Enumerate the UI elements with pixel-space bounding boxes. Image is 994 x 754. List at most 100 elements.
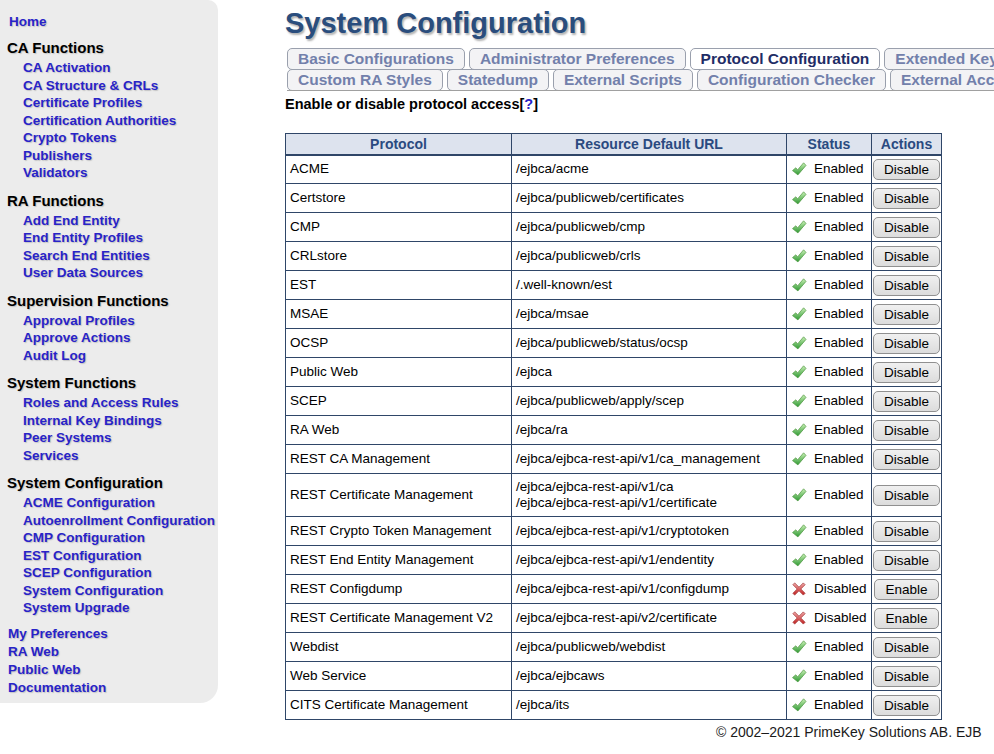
actions-cell: Disable [872, 213, 942, 242]
sidebar-item-peer-systems[interactable]: Peer Systems [23, 429, 218, 447]
sidebar-item-ca-activation[interactable]: CA Activation [23, 59, 218, 77]
sidebar-item-search-end-entities[interactable]: Search End Entities [23, 247, 218, 265]
sidebar-item-add-end-entity[interactable]: Add End Entity [23, 212, 218, 230]
section-heading: Enable or disable protocol access[?] [285, 96, 538, 112]
status-label: Enabled [814, 639, 864, 655]
disable-protocol-button[interactable]: Disable [873, 521, 940, 542]
sidebar-item-documentation[interactable]: Documentation [8, 679, 218, 697]
resource-url-cell: /ejbca/acme [512, 155, 787, 184]
sidebar-item-internal-key-bindings[interactable]: Internal Key Bindings [23, 412, 218, 430]
sidebar-item-est-configuration[interactable]: EST Configuration [23, 547, 218, 565]
sidebar-item-certificate-profiles[interactable]: Certificate Profiles [23, 94, 218, 112]
disable-protocol-button[interactable]: Disable [873, 420, 940, 441]
status-cell: Enabled [787, 155, 872, 184]
sidebar-item-autoenrollment-configuration[interactable]: Autoenrollment Configuration [23, 512, 218, 530]
sidebar-item-end-entity-profiles[interactable]: End Entity Profiles [23, 229, 218, 247]
sidebar-item-ra-web[interactable]: RA Web [8, 643, 218, 661]
disable-protocol-button[interactable]: Disable [873, 637, 940, 658]
status-enabled-check-icon [791, 248, 807, 264]
sidebar-item-services[interactable]: Services [23, 447, 218, 465]
tab-external-scripts[interactable]: External Scripts [553, 69, 693, 91]
copyright-footer: © 2002–2021 PrimeKey Solutions AB. EJB [716, 724, 982, 740]
tab-statedump[interactable]: Statedump [447, 69, 549, 91]
sidebar-item-user-data-sources[interactable]: User Data Sources [23, 264, 218, 282]
actions-cell: Disable [872, 358, 942, 387]
disable-protocol-button[interactable]: Disable [873, 666, 940, 687]
sidebar-item-system-configuration[interactable]: System Configuration [23, 582, 218, 600]
protocol-name-cell: ACME [286, 155, 512, 184]
protocol-name-cell: REST Configdump [286, 575, 512, 604]
sidebar-item-ca-structure-crls[interactable]: CA Structure & CRLs [23, 77, 218, 95]
tab-custom-ra-styles[interactable]: Custom RA Styles [287, 69, 443, 91]
sidebar-item-validators[interactable]: Validators [23, 164, 218, 182]
status-enabled-check-icon [791, 161, 807, 177]
sidebar-section-system-configuration: System Configuration [7, 474, 218, 491]
actions-cell: Enable [872, 604, 942, 633]
enable-protocol-button[interactable]: Enable [874, 608, 938, 629]
protocol-name-cell: REST Crypto Token Management [286, 517, 512, 546]
table-row: REST End Entity Management/ejbca/ejbca-r… [286, 546, 942, 575]
table-row: CITS Certificate Management/ejbca/itsEna… [286, 691, 942, 720]
tab-configuration-checker[interactable]: Configuration Checker [697, 69, 886, 91]
sidebar-item-system-upgrade[interactable]: System Upgrade [23, 599, 218, 617]
actions-cell: Disable [872, 517, 942, 546]
tab-row-2: Custom RA StylesStatedumpExternal Script… [287, 69, 994, 91]
sidebar-item-acme-configuration[interactable]: ACME Configuration [23, 494, 218, 512]
protocol-name-cell: CITS Certificate Management [286, 691, 512, 720]
help-link[interactable]: ? [524, 96, 533, 112]
disable-protocol-button[interactable]: Disable [873, 550, 940, 571]
resource-url-cell: /.well-known/est [512, 271, 787, 300]
sidebar-item-publishers[interactable]: Publishers [23, 147, 218, 165]
status-label: Enabled [814, 364, 864, 380]
resource-url-cell: /ejbca/msae [512, 300, 787, 329]
status-label: Enabled [814, 523, 864, 539]
status-enabled-check-icon [791, 306, 807, 322]
sidebar-item-approval-profiles[interactable]: Approval Profiles [23, 312, 218, 330]
sidebar-item-crypto-tokens[interactable]: Crypto Tokens [23, 129, 218, 147]
column-header-protocol: Protocol [286, 134, 512, 155]
sidebar-item-roles-and-access-rules[interactable]: Roles and Access Rules [23, 394, 218, 412]
table-header-row: ProtocolResource Default URLStatusAction… [286, 134, 942, 155]
sidebar-item-audit-log[interactable]: Audit Log [23, 347, 218, 365]
disable-protocol-button[interactable]: Disable [873, 275, 940, 296]
actions-cell: Disable [872, 474, 942, 517]
status-disabled-cross-icon [791, 581, 807, 597]
table-row: REST Certificate Management V2/ejbca/ejb… [286, 604, 942, 633]
resource-url-cell: /ejbca/publicweb/status/ocsp [512, 329, 787, 358]
disable-protocol-button[interactable]: Disable [873, 391, 940, 412]
sidebar-item-cmp-configuration[interactable]: CMP Configuration [23, 529, 218, 547]
sidebar-section-ra-functions: RA Functions [7, 192, 218, 209]
status-cell: Enabled [787, 445, 872, 474]
protocol-name-cell: Public Web [286, 358, 512, 387]
disable-protocol-button[interactable]: Disable [873, 449, 940, 470]
sidebar-item-scep-configuration[interactable]: SCEP Configuration [23, 564, 218, 582]
resource-url-cell: /ejbca/its [512, 691, 787, 720]
status-cell: Enabled [787, 387, 872, 416]
enable-protocol-button[interactable]: Enable [874, 579, 938, 600]
protocol-name-cell: CRLstore [286, 242, 512, 271]
status-label: Enabled [814, 552, 864, 568]
disable-protocol-button[interactable]: Disable [873, 246, 940, 267]
sidebar-item-approve-actions[interactable]: Approve Actions [23, 329, 218, 347]
disable-protocol-button[interactable]: Disable [873, 159, 940, 180]
disable-protocol-button[interactable]: Disable [873, 217, 940, 238]
disable-protocol-button[interactable]: Disable [873, 304, 940, 325]
tab-extended-key-usages[interactable]: Extended Key Usages [884, 48, 994, 70]
sidebar-item-public-web[interactable]: Public Web [8, 661, 218, 679]
tab-external-account-bindings[interactable]: External Account Bindings [890, 69, 994, 91]
disable-protocol-button[interactable]: Disable [873, 362, 940, 383]
sidebar-item-home[interactable]: Home [9, 14, 47, 29]
tab-basic-configurations[interactable]: Basic Configurations [287, 48, 465, 70]
sidebar-item-certification-authorities[interactable]: Certification Authorities [23, 112, 218, 130]
status-cell: Enabled [787, 329, 872, 358]
table-row: Webdist/ejbca/publicweb/webdistEnabledDi… [286, 633, 942, 662]
tab-administrator-preferences[interactable]: Administrator Preferences [469, 48, 686, 70]
sidebar-section-supervision-functions: Supervision Functions [7, 292, 218, 309]
sidebar-item-my-preferences[interactable]: My Preferences [8, 625, 218, 643]
disable-protocol-button[interactable]: Disable [873, 695, 940, 716]
tab-protocol-configuration[interactable]: Protocol Configuration [690, 48, 881, 70]
disable-protocol-button[interactable]: Disable [873, 333, 940, 354]
table-row: CMP/ejbca/publicweb/cmpEnabledDisable [286, 213, 942, 242]
disable-protocol-button[interactable]: Disable [873, 188, 940, 209]
disable-protocol-button[interactable]: Disable [873, 485, 940, 506]
